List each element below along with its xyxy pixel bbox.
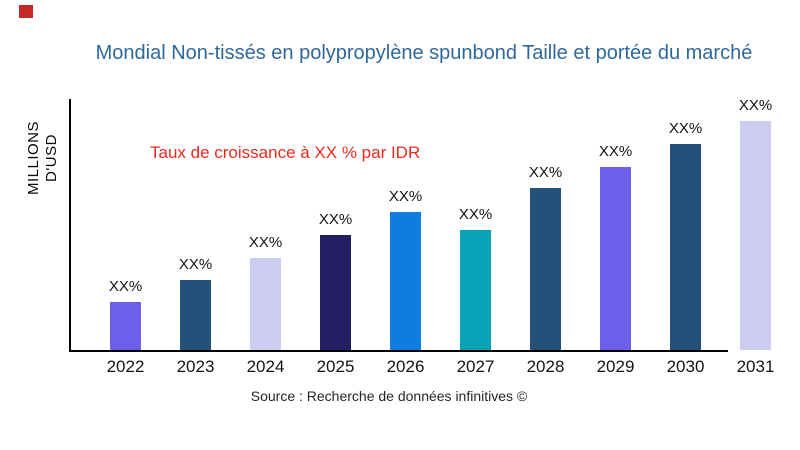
x-tick-2026: 2026: [386, 357, 425, 376]
source-credit: Source : Recherche de données infinitive…: [250, 388, 528, 404]
bar-value-label-2028: XX%: [528, 164, 563, 181]
bar-value-label-2026: XX%: [388, 188, 423, 205]
page-title: Mondial Non-tissés en polypropylène spun…: [95, 42, 753, 64]
bar-2023: [180, 280, 211, 350]
x-tick-2027: 2027: [456, 357, 495, 376]
bar-value-label-2031: XX%: [738, 97, 773, 114]
bar-value-label-2029: XX%: [598, 143, 633, 160]
x-axis-line: [69, 350, 728, 352]
x-tick-2029: 2029: [596, 357, 635, 376]
bar-2031: [740, 121, 771, 350]
bar-2028: [530, 188, 561, 350]
x-tick-2028: 2028: [526, 357, 565, 376]
bar-value-label-2027: XX%: [458, 206, 493, 223]
x-tick-2025: 2025: [316, 357, 355, 376]
y-axis-line: [69, 99, 71, 352]
growth-note: Taux de croissance à XX % par IDR: [150, 143, 421, 162]
red-square-marker: [19, 5, 33, 18]
bar-value-label-2025: XX%: [318, 211, 353, 228]
x-tick-2023: 2023: [176, 357, 215, 376]
x-tick-2030: 2030: [666, 357, 705, 376]
bar-value-label-2024: XX%: [248, 234, 283, 251]
bar-2024: [250, 258, 281, 350]
bar-2029: [600, 167, 631, 350]
x-tick-2022: 2022: [106, 357, 145, 376]
bar-2026: [390, 212, 421, 350]
x-tick-2031: 2031: [736, 357, 775, 376]
bar-value-label-2023: XX%: [178, 256, 213, 273]
bar-2022: [110, 302, 141, 350]
bar-2027: [460, 230, 491, 350]
bar-value-label-2030: XX%: [668, 120, 703, 137]
y-axis-label: MILLIONS D'USD: [25, 120, 60, 196]
bar-2025: [320, 235, 351, 350]
bar-value-label-2022: XX%: [108, 278, 143, 295]
bar-2030: [670, 144, 701, 350]
x-tick-2024: 2024: [246, 357, 285, 376]
